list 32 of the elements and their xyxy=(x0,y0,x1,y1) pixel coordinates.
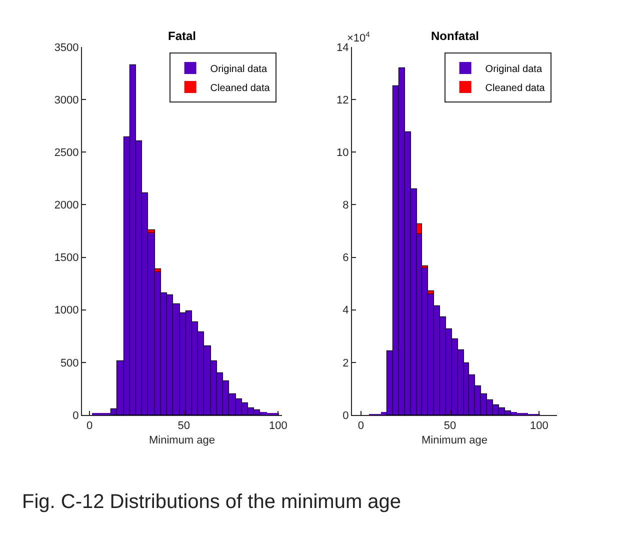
y-tick-label: 0 xyxy=(342,410,349,422)
y-tick-label: 0 xyxy=(72,410,79,422)
legend-label: Original data xyxy=(210,64,268,75)
y-tick-label: 14 xyxy=(336,42,349,54)
legend-label: Cleaned data xyxy=(485,82,546,94)
y-tick-label: 500 xyxy=(60,357,79,370)
y-tick-label: 12 xyxy=(336,94,349,106)
x-tick-label: 50 xyxy=(178,420,190,432)
y-tick-label: 1500 xyxy=(54,252,79,264)
y-tick-label: 3000 xyxy=(54,94,79,106)
y-tick-label: 1000 xyxy=(54,304,79,317)
x-tick-label: 0 xyxy=(86,420,93,432)
legend-label: Cleaned data xyxy=(210,82,270,94)
legend-label: Original data xyxy=(485,64,542,75)
y-tick-label: 2000 xyxy=(54,200,79,212)
y-tick-label: 2500 xyxy=(54,146,79,159)
text: Fig. C-12 Distributions of the minimum age xyxy=(22,491,402,513)
y-tick-label: 3500 xyxy=(54,42,79,54)
chart-title: Nonfatal xyxy=(431,29,479,43)
x-tick-label: 100 xyxy=(530,420,548,432)
chart-title: Fatal xyxy=(168,29,196,43)
text: ×10$^{4}$ xyxy=(347,30,371,45)
x-axis-title: Minimum age xyxy=(148,434,216,446)
y-tick-label: 8 xyxy=(342,200,349,212)
x-axis-title: Minimum age xyxy=(421,434,488,446)
y-tick-label: 6 xyxy=(342,252,349,264)
y-tick-label: 10 xyxy=(336,146,349,159)
y-tick-label: 2 xyxy=(342,357,349,370)
y-tick-label: 4 xyxy=(342,304,349,317)
x-tick-label: 100 xyxy=(269,420,288,432)
x-tick-label: 0 xyxy=(358,420,364,432)
x-tick-label: 50 xyxy=(444,420,456,432)
